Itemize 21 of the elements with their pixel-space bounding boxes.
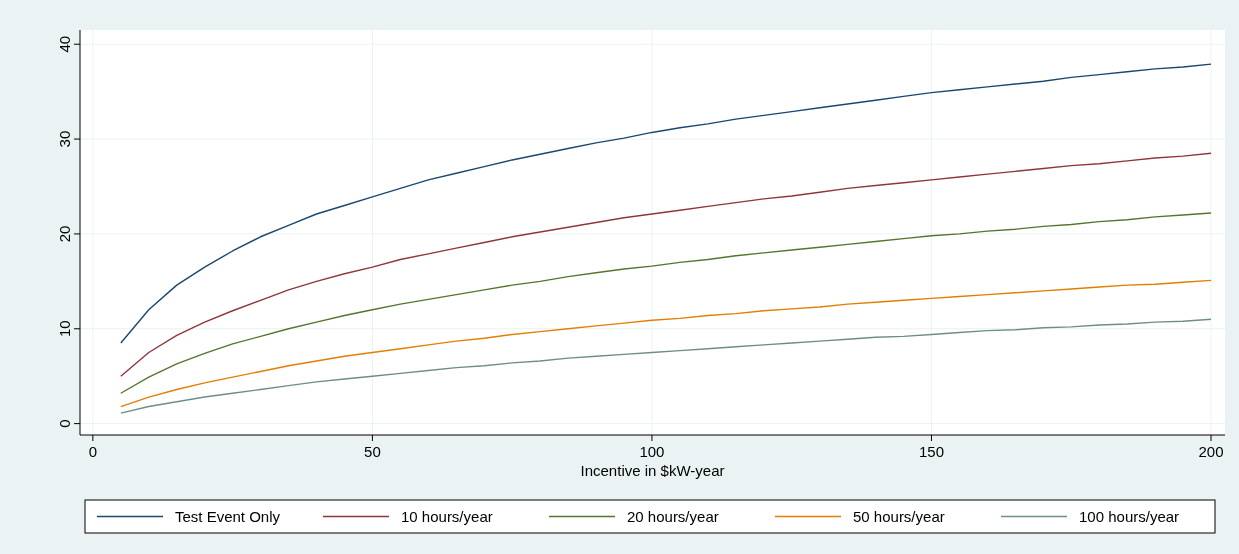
x-tick-label: 0 — [88, 443, 98, 460]
line-series — [120, 63, 1212, 344]
legend-label: 100 hours/year — [1079, 507, 1180, 525]
legend-label: Test Event Only — [175, 507, 281, 525]
x-tick-label: 200 — [1198, 443, 1224, 460]
y-tick-label: 0 — [56, 419, 73, 428]
legend-label: 20 hours/year — [627, 507, 719, 525]
legend-label: 50 hours/year — [853, 507, 945, 525]
y-tick-label: 10 — [56, 320, 73, 338]
legend-label: 10 hours/year — [401, 507, 493, 525]
line-series — [120, 318, 1212, 414]
line-series — [120, 279, 1212, 408]
line-series — [120, 212, 1212, 394]
x-axis-title: Incentive in $kW-year — [580, 462, 725, 479]
x-tick-label: 50 — [364, 443, 381, 460]
x-tick-label: 150 — [918, 443, 944, 460]
y-tick-label: 40 — [56, 35, 73, 53]
y-tick-label: 30 — [56, 130, 73, 148]
y-tick-label: 20 — [56, 225, 73, 243]
x-tick-label: 100 — [639, 443, 665, 460]
line-series — [120, 152, 1212, 377]
